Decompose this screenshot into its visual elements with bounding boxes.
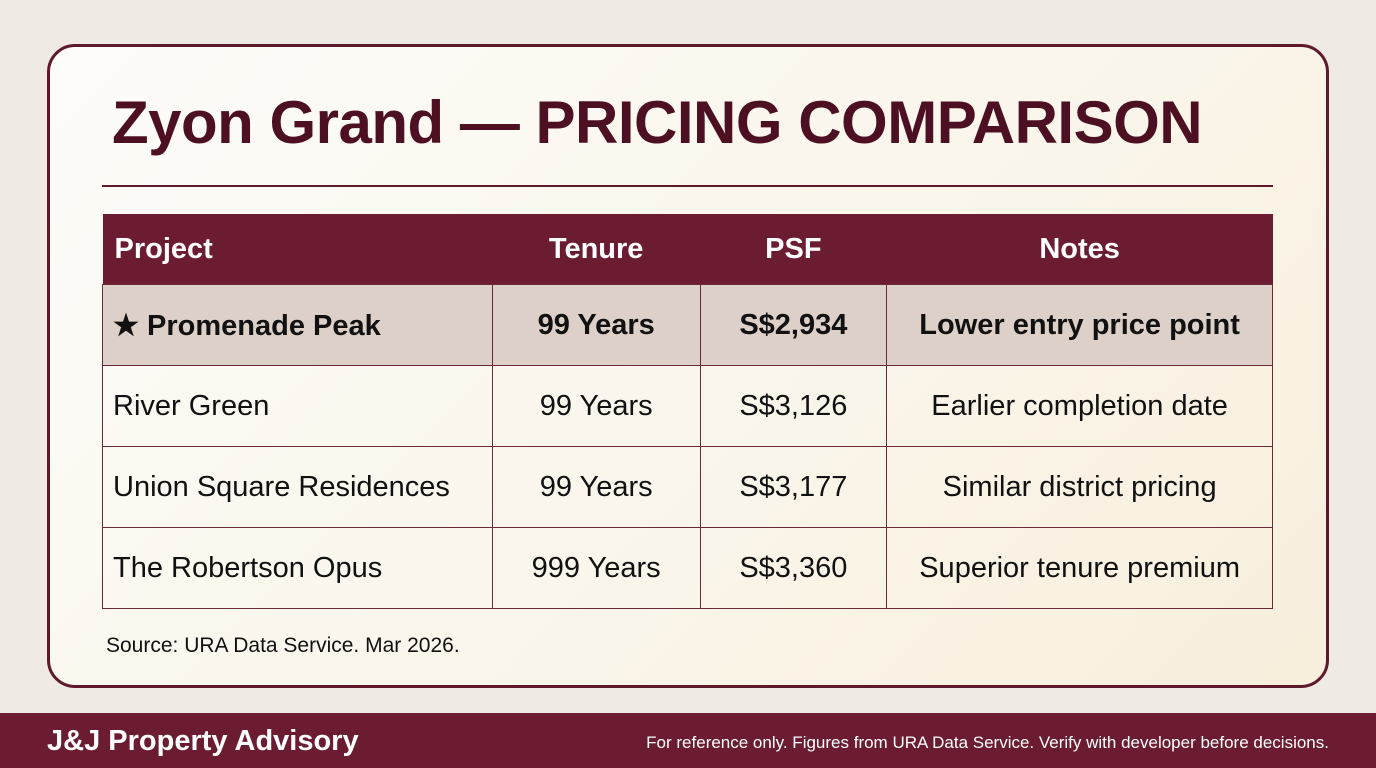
title-divider — [102, 185, 1273, 187]
footer-bar: J&J Property Advisory For reference only… — [0, 713, 1376, 768]
cell-notes: Earlier completion date — [886, 365, 1273, 447]
cell-psf: S$3,177 — [699, 446, 888, 528]
header-psf: PSF — [700, 214, 887, 285]
header-project: Project — [102, 214, 493, 285]
cell-notes: Similar district pricing — [886, 446, 1273, 528]
cell-notes: Lower entry price point — [886, 284, 1273, 366]
table-header-row: Project Tenure PSF Notes — [102, 214, 1273, 285]
cell-tenure: 99 Years — [491, 446, 701, 528]
cell-notes: Superior tenure premium — [886, 527, 1273, 609]
cell-project: Union Square Residences — [102, 446, 493, 528]
cell-psf: S$3,360 — [699, 527, 888, 609]
cell-tenure: 999 Years — [491, 527, 701, 609]
cell-project: ★ Promenade Peak — [102, 284, 493, 366]
cell-psf: S$3,126 — [699, 365, 888, 447]
cell-project: River Green — [102, 365, 493, 447]
disclaimer: For reference only. Figures from URA Dat… — [646, 733, 1329, 752]
header-notes: Notes — [886, 214, 1273, 285]
table-row: Union Square Residences 99 Years S$3,177… — [102, 446, 1273, 528]
cell-tenure: 99 Years — [491, 284, 701, 366]
header-tenure: Tenure — [492, 214, 701, 285]
table-row-highlighted: ★ Promenade Peak 99 Years S$2,934 Lower … — [102, 284, 1273, 366]
cell-project: The Robertson Opus — [102, 527, 493, 609]
cell-tenure: 99 Years — [491, 365, 701, 447]
table-row: River Green 99 Years S$3,126 Earlier com… — [102, 365, 1273, 447]
brand-name: J&J Property Advisory — [47, 725, 359, 757]
cell-psf: S$2,934 — [699, 284, 888, 366]
pricing-table: Project Tenure PSF Notes ★ Promenade Pea… — [102, 214, 1273, 609]
table-row: The Robertson Opus 999 Years S$3,360 Sup… — [102, 527, 1273, 609]
page-title: Zyon Grand — PRICING COMPARISON — [112, 89, 1203, 156]
source-note: Source: URA Data Service. Mar 2026. — [106, 634, 460, 657]
